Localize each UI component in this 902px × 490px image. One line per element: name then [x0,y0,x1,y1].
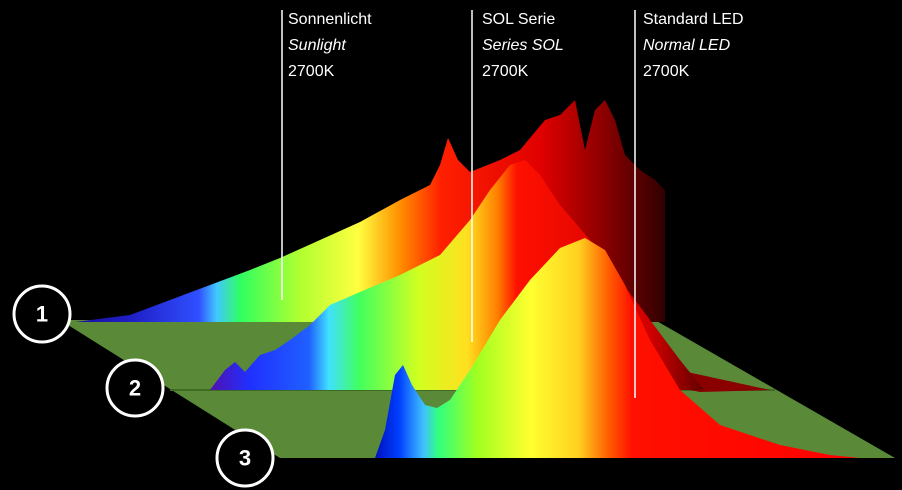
label-subtitle: Series SOL [482,37,564,54]
label-title: SOL Serie [482,11,555,28]
label-title: Sonnenlicht [288,11,372,28]
label-temperature: 2700K [482,63,529,80]
marker-number: 2 [129,376,141,401]
label-title: Standard LED [643,11,744,28]
label-subtitle: Sunlight [288,37,346,54]
marker-number: 1 [36,302,48,327]
marker-number: 3 [239,446,251,471]
label-temperature: 2700K [288,63,335,80]
label-temperature: 2700K [643,63,690,80]
spectrum-illustration: Sonnenlicht Sunlight 2700K SOL Serie Ser… [0,0,902,490]
label-subtitle: Normal LED [643,37,731,54]
